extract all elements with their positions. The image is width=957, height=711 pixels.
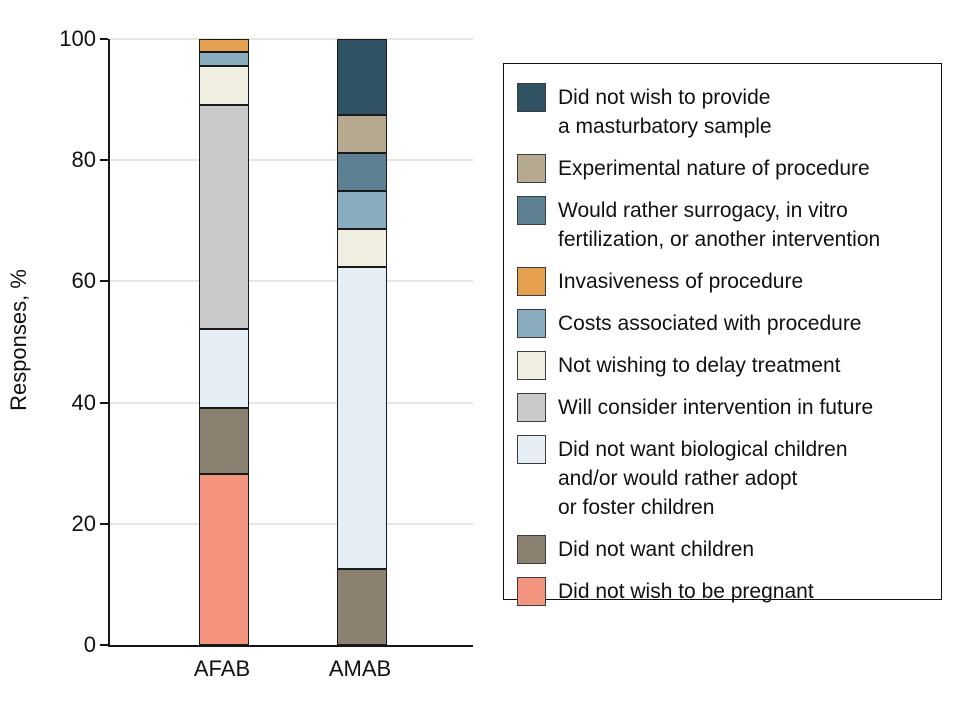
bar-segment — [337, 569, 387, 645]
bar-afab — [199, 39, 249, 645]
x-label-amab: AMAB — [328, 656, 392, 681]
x-label-afab: AFAB — [193, 656, 251, 681]
legend-label: Did not want children — [558, 538, 755, 561]
y-tick-40 — [100, 401, 108, 404]
legend-swatch-icon — [517, 351, 546, 380]
legend-label: Costs associated with procedure — [558, 312, 862, 335]
bar-segment — [199, 473, 249, 645]
legend-item: Not wishing to delay treatment — [517, 351, 931, 380]
bar-segment — [337, 228, 387, 268]
legend-label: Did not want biological children and/or … — [558, 438, 848, 519]
y-tick-100 — [100, 38, 108, 40]
legend-item: Costs associated with procedure — [517, 309, 931, 338]
legend-swatch-icon — [517, 267, 546, 296]
plot-area — [100, 38, 473, 647]
legend-swatch-icon — [517, 83, 546, 112]
bar-segment — [337, 152, 387, 191]
bar-segment — [337, 267, 387, 570]
legend-swatch-icon — [517, 393, 546, 422]
legend-label: Did not wish to provide a masturbatory s… — [558, 86, 772, 138]
bar-segment — [337, 39, 387, 115]
bar-segment — [199, 65, 249, 105]
bar-segment — [199, 52, 249, 66]
gridline-20 — [110, 522, 473, 525]
bar-segment — [199, 105, 249, 329]
legend-item: Experimental nature of procedure — [517, 154, 931, 183]
legend-label: Not wishing to delay treatment — [558, 354, 841, 377]
gridline-40 — [110, 401, 473, 404]
legend-swatch-icon — [517, 196, 546, 225]
y-tick-label-0: 0 — [83, 632, 96, 657]
y-tick-0 — [100, 644, 108, 646]
y-tick-20 — [100, 522, 108, 525]
y-tick-label-20: 20 — [71, 510, 96, 536]
legend-label: Would rather surrogacy, in vitro fertili… — [558, 199, 881, 251]
legend-item: Invasiveness of procedure — [517, 267, 931, 296]
legend-swatch-icon — [517, 535, 546, 564]
legend-item: Did not wish to be pregnant — [517, 577, 931, 606]
legend-box: Did not wish to provide a masturbatory s… — [503, 63, 942, 606]
legend-swatch-icon — [517, 309, 546, 338]
y-tick-label-80: 80 — [71, 147, 96, 173]
y-tick-label-100: 100 — [59, 26, 96, 51]
y-tick-60 — [100, 280, 108, 283]
legend-label: Did not wish to be pregnant — [558, 580, 814, 603]
legend-item: Did not want biological children and/or … — [517, 435, 931, 522]
legend-swatch-icon — [517, 577, 546, 606]
y-tick-80 — [100, 159, 108, 162]
y-axis-tick-labels: 0 20 40 60 80 100 — [0, 28, 96, 656]
gridline-100 — [110, 38, 473, 40]
bar-segment — [199, 39, 249, 53]
bar-segment — [337, 114, 387, 153]
gridline-80 — [110, 159, 473, 162]
bar-segment — [337, 190, 387, 229]
legend-swatch-icon — [517, 435, 546, 464]
legend-item: Would rather surrogacy, in vitro fertili… — [517, 196, 931, 254]
y-tick-label-40: 40 — [71, 389, 96, 415]
legend-item: Did not want children — [517, 535, 931, 564]
legend-label: Experimental nature of procedure — [558, 157, 870, 180]
gridline-60 — [110, 280, 473, 283]
bar-amab — [337, 39, 387, 645]
legend-label: Will consider intervention in future — [558, 396, 874, 419]
y-tick-label-60: 60 — [71, 268, 96, 294]
bar-segment — [199, 329, 249, 408]
legend-label: Invasiveness of procedure — [558, 270, 804, 293]
legend-swatch-icon — [517, 154, 546, 183]
x-axis-category-labels: AFAB AMAB — [108, 656, 471, 686]
legend-item: Did not wish to provide a masturbatory s… — [517, 83, 931, 141]
legend-item: Will consider intervention in future — [517, 393, 931, 422]
bar-segment — [199, 407, 249, 474]
